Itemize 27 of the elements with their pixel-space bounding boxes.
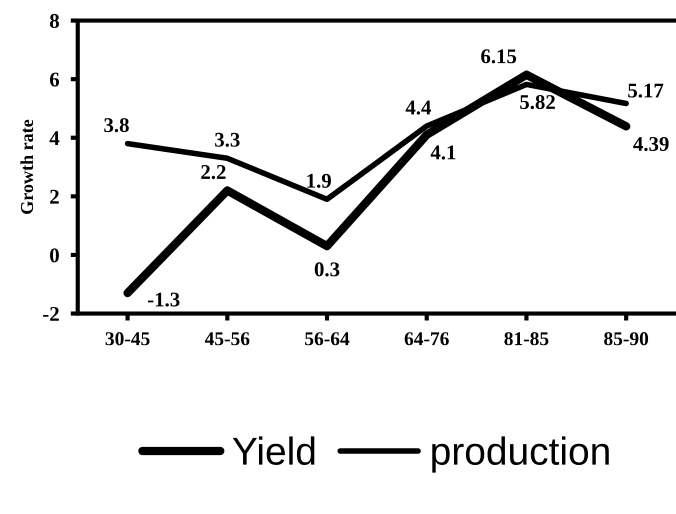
data-label: 6.15 xyxy=(481,49,516,64)
y-tick-label: 4 xyxy=(50,131,60,145)
y-axis-title: Growth rate xyxy=(20,120,34,214)
data-label: -1.3 xyxy=(148,292,180,307)
x-tick-label: 85-90 xyxy=(604,332,648,346)
data-label: 5.82 xyxy=(520,95,555,110)
data-label: 0.3 xyxy=(314,262,340,276)
x-tick-label: 81-85 xyxy=(504,332,548,346)
y-tick-label: 0 xyxy=(50,248,59,262)
data-label: 3.8 xyxy=(104,118,129,132)
x-tick-label: 64-76 xyxy=(404,332,449,346)
data-label: 5.17 xyxy=(628,84,664,98)
data-label: 4.1 xyxy=(430,146,456,160)
x-tick-label: 56-64 xyxy=(305,332,350,346)
data-label: 2.2 xyxy=(201,165,226,180)
data-label: 1.9 xyxy=(307,174,331,188)
data-label: 4.39 xyxy=(633,136,669,152)
y-tick-label: 2 xyxy=(50,190,59,204)
data-label: 3.3 xyxy=(215,132,240,147)
x-tick-label: 45-56 xyxy=(204,332,250,346)
y-tick-label: 8 xyxy=(50,14,59,28)
legend-label: Yield xyxy=(232,436,314,465)
x-tick-label: 30-45 xyxy=(106,332,150,346)
y-tick-label: -2 xyxy=(43,306,59,321)
legend-label: production xyxy=(432,436,609,473)
data-label: 4.4 xyxy=(406,100,432,115)
y-tick-label: 6 xyxy=(50,72,60,87)
